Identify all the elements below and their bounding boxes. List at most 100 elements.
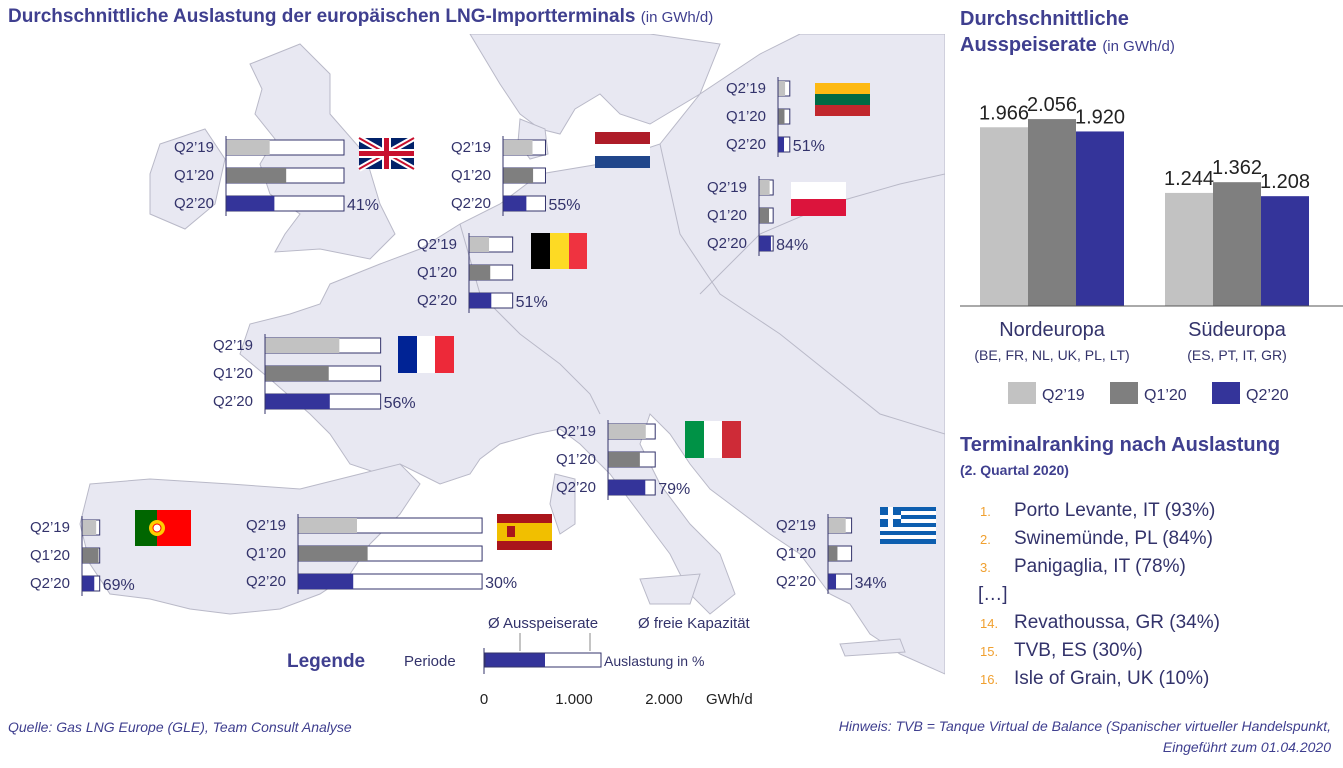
utilization-label: 69%	[103, 577, 135, 594]
legend-axis-unit: GWh/d	[706, 691, 753, 704]
ranking-number: 15.	[980, 643, 999, 659]
sendout-bar	[778, 137, 785, 152]
country-bar-group-be: Q2’19 Q1’20 Q2’20 51%	[417, 233, 548, 313]
sendout-bar	[759, 180, 770, 195]
ranking-item: 1. Porto Levante, IT (93%)	[980, 497, 1220, 525]
ranking-number: 14.	[980, 615, 999, 631]
sendout-bar	[778, 81, 786, 96]
utilization-label: 34%	[855, 575, 887, 592]
right-chart-unit: (in GWh/d)	[1102, 38, 1175, 55]
sendout-bar	[226, 140, 270, 155]
period-label: Q2’20	[556, 479, 596, 496]
sendout-bar	[759, 236, 771, 251]
map-borders-east	[659, 143, 945, 435]
greece-flag-icon	[880, 507, 936, 544]
ranking-number: 2.	[980, 531, 991, 547]
sendout-bar	[82, 548, 99, 563]
utilization-label: 84%	[776, 237, 808, 254]
ranking-text: Panigaglia, IT (78%)	[1014, 556, 1186, 577]
sendout-bar	[298, 546, 368, 561]
right-chart-title-line2: Ausspeiserate	[960, 34, 1097, 56]
united-kingdom-flag-icon	[357, 135, 416, 172]
period-label: Q2’19	[417, 236, 457, 253]
ranking-ellipsis: […]	[978, 584, 1008, 605]
period-label: Q2’19	[213, 337, 253, 354]
spain-flag-icon	[497, 514, 552, 550]
period-label: Q1’20	[30, 547, 70, 564]
country-bar-group-uk: Q2’19 Q1’20 Q2’20 41%	[174, 136, 379, 216]
belgium-flag-icon	[531, 233, 587, 269]
right-chart-category-sub: (ES, PT, IT, GR)	[1187, 347, 1287, 363]
sendout-bar	[226, 168, 287, 183]
sendout-bar	[265, 394, 330, 409]
period-label: Q2’19	[776, 517, 816, 534]
sendout-bar	[226, 196, 275, 211]
utilization-label: 51%	[516, 294, 548, 311]
sendout-bar	[82, 576, 95, 591]
right-chart-category-label: Nordeuropa	[999, 319, 1106, 341]
ranking-item: 14. Revathoussa, GR (34%)	[980, 609, 1220, 637]
period-label: Q2’19	[726, 80, 766, 97]
right-chart-bar	[1261, 196, 1309, 306]
legend-sendout-bar	[485, 653, 545, 667]
ranking-text: TVB, ES (30%)	[1014, 640, 1143, 661]
legend-period-label: Periode	[404, 653, 456, 670]
map-sardinia	[549, 473, 576, 535]
ranking-text: Porto Levante, IT (93%)	[1014, 500, 1216, 521]
legend-sendout-label: Ø Ausspeiserate	[488, 615, 598, 632]
map-legend: Legende Periode Ø Ausspeiserate Ø freie …	[287, 615, 753, 704]
sendout-bar	[778, 109, 785, 124]
sendout-bar	[828, 546, 838, 561]
right-chart-data-label: 1.208	[1260, 171, 1310, 193]
period-label: Q1’20	[556, 451, 596, 468]
period-label: Q2’19	[30, 519, 70, 536]
right-chart-legend-swatch	[1110, 382, 1138, 404]
legend-axis-tick-0: 0	[480, 691, 488, 704]
right-chart-title-line1: Durchschnittliche	[960, 8, 1129, 30]
source-note: Quelle: Gas LNG Europe (GLE), Team Consu…	[8, 719, 352, 735]
right-chart-data-label: 2.056	[1027, 94, 1077, 116]
legend-title: Legende	[287, 651, 365, 672]
right-chart-category-sub: (BE, FR, NL, UK, PL, LT)	[974, 347, 1129, 363]
lithuania-flag-icon	[815, 83, 870, 116]
legend-capacity-bar	[484, 652, 602, 668]
sendout-bar	[828, 518, 846, 533]
sendout-bar	[265, 366, 329, 381]
country-bar-group-es: Q2’19 Q1’20 Q2’20 30%	[246, 514, 517, 594]
map-scandinavia	[469, 34, 721, 135]
right-chart-bar	[1028, 119, 1076, 306]
right-chart-category-label: Südeuropa	[1188, 319, 1287, 341]
ranking-subtitle: (2. Quartal 2020)	[960, 462, 1069, 478]
footnote-line2: Eingeführt zum 01.04.2020	[1162, 739, 1331, 755]
ranking-number: 1.	[980, 503, 991, 519]
legend-utilization-label: Auslastung in %	[604, 653, 704, 669]
page-title-text: Durchschnittliche Auslastung der europäi…	[8, 6, 636, 27]
sendout-bar	[503, 196, 527, 211]
legend-free-capacity-label: Ø freie Kapazität	[638, 615, 751, 632]
country-bar-group-gr: Q2’19 Q1’20 Q2’20 34%	[776, 514, 887, 594]
sendout-bar	[469, 293, 492, 308]
right-chart-data-label: 1.920	[1075, 106, 1125, 128]
utilization-label: 55%	[548, 197, 580, 214]
ranking-number: 3.	[980, 559, 991, 575]
period-label: Q2’20	[776, 573, 816, 590]
ranking-number: 16.	[980, 671, 999, 687]
right-chart-legend-label: Q1’20	[1144, 387, 1187, 404]
ranking-item: 2. Swinemünde, PL (84%)	[980, 525, 1220, 553]
sendout-bar	[608, 424, 646, 439]
sendout-bar	[503, 168, 534, 183]
ranking-item: 15. TVB, ES (30%)	[980, 637, 1220, 665]
footnote: Hinweis: TVB = Tanque Virtual de Balance…	[839, 716, 1331, 758]
period-label: Q2’20	[213, 393, 253, 410]
sendout-bar	[608, 480, 646, 495]
portugal-flag-icon	[135, 510, 191, 546]
right-chart-legend-swatch	[1212, 382, 1240, 404]
right-chart-title: Durchschnittliche Ausspeiserate (in GWh/…	[960, 6, 1175, 60]
sendout-bar	[298, 574, 354, 589]
right-chart-bar	[980, 127, 1028, 306]
utilization-label: 79%	[658, 481, 690, 498]
footnote-line1: Hinweis: TVB = Tanque Virtual de Balance…	[838, 718, 1331, 734]
country-bar-group-nl: Q2’19 Q1’20 Q2’20 55%	[451, 136, 581, 216]
